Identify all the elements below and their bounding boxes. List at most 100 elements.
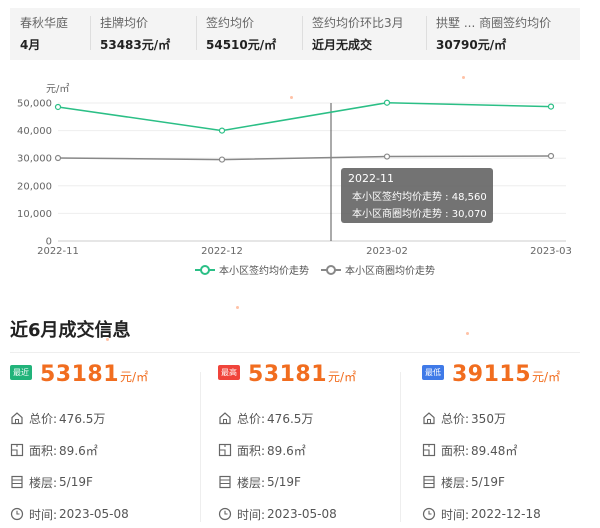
info-value: 350万 bbox=[471, 411, 506, 426]
data-point[interactable] bbox=[218, 156, 226, 163]
data-point[interactable] bbox=[218, 127, 226, 134]
series-line-0 bbox=[57, 101, 552, 132]
info-label: 面积: bbox=[237, 443, 266, 458]
clock-icon bbox=[422, 507, 436, 521]
price-unit: 元/㎡ bbox=[532, 370, 561, 384]
house-icon bbox=[423, 412, 435, 425]
x-tick-label: 2023-02 bbox=[366, 246, 408, 257]
info-area: 面积: 89.6㎡ bbox=[218, 442, 400, 458]
info-time: 时间: 2023-05-08 bbox=[10, 506, 200, 522]
info-label: 楼层: bbox=[237, 475, 266, 490]
data-point[interactable] bbox=[54, 154, 62, 162]
info-floor: 楼层: 5/19F bbox=[10, 474, 200, 490]
stat-district-price: 拱墅 ... 商圈签约均价 30790元/㎡ bbox=[426, 8, 580, 60]
unit-price: 39115 bbox=[452, 362, 532, 387]
house-icon bbox=[219, 412, 231, 425]
chart-legend: 本小区签约均价走势 本小区商圈均价走势 bbox=[195, 262, 447, 277]
decor-dot bbox=[462, 76, 465, 79]
stat-value: 30790元/㎡ bbox=[436, 38, 507, 52]
stat-value: 54510元/㎡ bbox=[206, 38, 277, 52]
x-tick-label: 2023-03 bbox=[530, 246, 572, 257]
unit-price: 53181 bbox=[40, 362, 120, 387]
info-label: 总价: bbox=[29, 411, 58, 426]
stat-label: 拱墅 ... 商圈签约均价 bbox=[436, 16, 552, 30]
data-point[interactable] bbox=[54, 103, 62, 111]
building-icon bbox=[423, 475, 435, 489]
badge-latest: 最近 bbox=[10, 365, 32, 380]
transaction-cards: 最近 53181 元/㎡ 总价: 476.5万 面积: 89.6㎡ 楼层: 5/… bbox=[0, 362, 600, 528]
stat-label: 春秋华庭 bbox=[20, 16, 69, 30]
badge-lowest: 最低 bbox=[422, 365, 444, 380]
badge-highest: 最高 bbox=[218, 365, 240, 380]
info-label: 时间: bbox=[441, 507, 470, 522]
info-value: 476.5万 bbox=[267, 411, 314, 426]
house-icon bbox=[11, 412, 23, 425]
section-title: 近6月成交信息 bbox=[10, 320, 131, 341]
price-row: 最近 53181 元/㎡ bbox=[10, 362, 200, 398]
series-line-1 bbox=[57, 155, 552, 161]
tooltip-row: 本小区签约均价走势 : 48,560 bbox=[348, 188, 487, 203]
legend-item-community[interactable]: 本小区签约均价走势 bbox=[195, 262, 309, 277]
info-area: 面积: 89.48㎡ bbox=[422, 442, 600, 458]
info-label: 楼层: bbox=[29, 475, 58, 490]
legend-item-district[interactable]: 本小区商圈均价走势 bbox=[321, 262, 435, 277]
y-tick-label: 40,000 bbox=[17, 126, 52, 137]
info-value: 89.6㎡ bbox=[267, 443, 306, 458]
price-unit: 元/㎡ bbox=[120, 370, 149, 384]
floorplan-icon bbox=[218, 443, 232, 457]
price-row: 最低 39115 元/㎡ bbox=[422, 362, 600, 398]
data-point[interactable] bbox=[547, 152, 555, 160]
info-floor: 楼层: 5/19F bbox=[422, 474, 600, 490]
decor-dot bbox=[466, 332, 469, 335]
y-tick-label: 20,000 bbox=[17, 181, 52, 192]
info-label: 面积: bbox=[29, 443, 58, 458]
info-value: 89.48㎡ bbox=[471, 443, 518, 458]
chart-canvas: 元/㎡ 0 10,000 20,000 30,000 40,000 50,000 2022… bbox=[17, 83, 572, 257]
unit-price: 53181 bbox=[248, 362, 328, 387]
card-highest[interactable]: 最高 53181 元/㎡ 总价: 476.5万 面积: 89.6㎡ 楼层: 5/… bbox=[200, 362, 400, 528]
y-axis-label: 元/㎡ bbox=[46, 83, 69, 95]
legend-label: 本小区商圈均价走势 bbox=[345, 266, 435, 277]
x-tick-label: 2022-11 bbox=[37, 246, 79, 257]
info-total: 总价: 476.5万 bbox=[218, 410, 400, 426]
info-label: 总价: bbox=[237, 411, 266, 426]
info-label: 时间: bbox=[237, 507, 266, 522]
tooltip-row-label: 本小区商圈均价走势 : 30,070 bbox=[352, 209, 487, 220]
info-value: 5/19F bbox=[267, 475, 301, 489]
decor-dot bbox=[236, 306, 239, 309]
info-value: 2022-12-18 bbox=[471, 507, 541, 521]
legend-marker bbox=[195, 264, 215, 275]
stat-label: 签约均价 bbox=[206, 16, 255, 30]
stats-bar: 春秋华庭 4月 挂牌均价 53483元/㎡ 签约均价 54510元/㎡ 签约均价… bbox=[10, 8, 580, 60]
card-latest[interactable]: 最近 53181 元/㎡ 总价: 476.5万 面积: 89.6㎡ 楼层: 5/… bbox=[0, 362, 200, 528]
info-value: 5/19F bbox=[59, 475, 93, 489]
legend-label: 本小区签约均价走势 bbox=[219, 266, 309, 277]
data-point[interactable] bbox=[383, 99, 391, 106]
info-time: 时间: 2022-12-18 bbox=[422, 506, 600, 522]
stat-value: 近月无成交 bbox=[312, 38, 373, 52]
y-tick-label: 30,000 bbox=[17, 154, 52, 165]
card-lowest[interactable]: 最低 39115 元/㎡ 总价: 350万 面积: 89.48㎡ 楼层: 5/1… bbox=[400, 362, 600, 528]
chart-tooltip: 2022-11 本小区签约均价走势 : 48,560 本小区商圈均价走势 : 3… bbox=[341, 168, 493, 223]
y-tick-label: 0 bbox=[46, 237, 52, 248]
stat-label: 签约均价环比3月 bbox=[312, 16, 404, 30]
data-point[interactable] bbox=[547, 103, 555, 110]
stat-listing-price: 挂牌均价 53483元/㎡ bbox=[90, 8, 196, 60]
info-value: 2023-05-08 bbox=[59, 507, 129, 521]
info-value: 5/19F bbox=[471, 475, 505, 489]
info-value: 2023-05-08 bbox=[267, 507, 337, 521]
section-divider bbox=[10, 352, 580, 353]
info-label: 时间: bbox=[29, 507, 58, 522]
info-time: 时间: 2023-05-08 bbox=[218, 506, 400, 522]
info-value: 89.6㎡ bbox=[59, 443, 98, 458]
info-floor: 楼层: 5/19F bbox=[218, 474, 400, 490]
info-total: 总价: 350万 bbox=[422, 410, 600, 426]
info-area: 面积: 89.6㎡ bbox=[10, 442, 200, 458]
info-label: 总价: bbox=[441, 411, 470, 426]
data-point[interactable] bbox=[383, 153, 391, 160]
legend-marker bbox=[321, 264, 341, 275]
price-trend-chart[interactable]: 元/㎡ 0 10,000 20,000 30,000 40,000 50,000 2022… bbox=[0, 70, 600, 285]
building-icon bbox=[219, 475, 231, 489]
stat-value: 53483元/㎡ bbox=[100, 38, 171, 52]
building-icon bbox=[11, 475, 23, 489]
